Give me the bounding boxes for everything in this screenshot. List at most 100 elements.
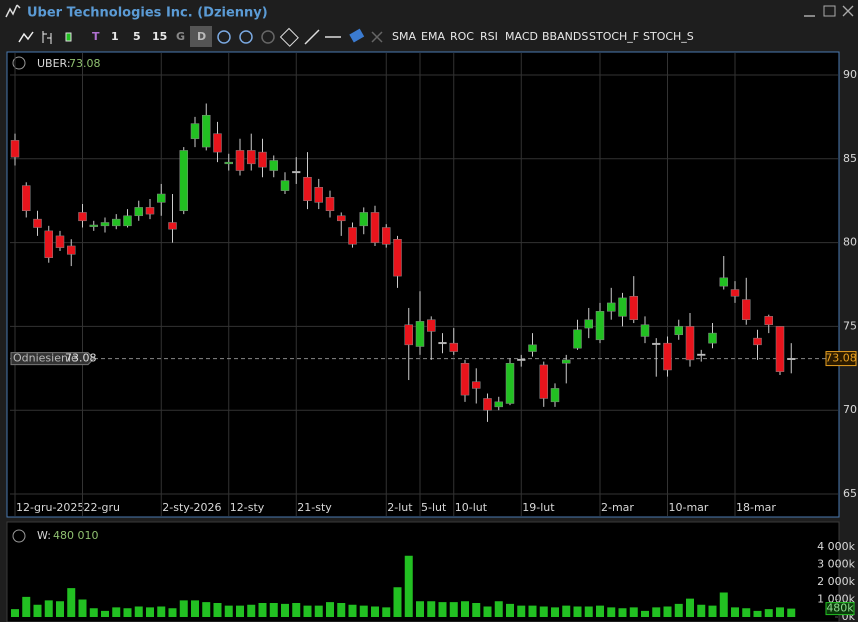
toolbar-button[interactable]: BBANDS xyxy=(542,30,588,43)
toolbar-button[interactable]: ROC xyxy=(450,30,474,43)
candle-body xyxy=(415,321,425,347)
y-tick-label: 65 xyxy=(843,487,857,500)
volume-bar xyxy=(281,603,289,617)
toolbar-button[interactable]: T xyxy=(92,30,100,43)
toolbar-button[interactable]: 1 xyxy=(111,30,119,43)
panel-move-icon[interactable] xyxy=(12,56,26,70)
volume-bar xyxy=(641,610,649,617)
candle-body xyxy=(269,160,278,171)
volume-bar xyxy=(258,603,267,617)
candle-button[interactable] xyxy=(65,32,72,42)
toolbar-button[interactable]: 15 xyxy=(152,30,167,43)
last-volume-label: 480k xyxy=(826,602,854,615)
candle-body xyxy=(494,401,503,408)
x-tick-label: 12-sty xyxy=(230,501,265,514)
candle-body xyxy=(618,297,627,317)
candle-body xyxy=(517,358,526,361)
y-tick-label: 4 000k xyxy=(817,540,855,553)
x-tick-label: 19-lut xyxy=(522,501,555,514)
candle-body xyxy=(629,295,638,320)
d-selected-bg xyxy=(190,26,212,47)
candle-body xyxy=(753,337,762,346)
volume-bar xyxy=(224,605,233,617)
ohlc-button[interactable] xyxy=(42,31,52,44)
eraser-button[interactable] xyxy=(349,28,365,43)
toolbar-button[interactable]: STOCH_S xyxy=(643,30,694,43)
y-tick-label: 85 xyxy=(843,152,857,165)
toolbar-button[interactable]: G xyxy=(176,30,185,43)
candle-body xyxy=(179,150,188,212)
volume-bar xyxy=(382,607,391,617)
candle-body xyxy=(775,326,785,372)
draw-button[interactable] xyxy=(279,27,299,47)
toolbar-button[interactable]: STOCH_F xyxy=(589,30,639,43)
last-volume-box xyxy=(825,602,855,616)
volume-bar xyxy=(517,605,526,617)
candle-body xyxy=(787,357,796,360)
volume-bar xyxy=(202,602,211,617)
candle-body xyxy=(663,342,672,371)
x-tick-label: 10-mar xyxy=(669,501,709,514)
volume-bar xyxy=(596,605,604,617)
x-tick-label: 12-gru-2025 xyxy=(16,501,84,514)
volume-bar xyxy=(528,605,537,617)
toolbar-button[interactable]: D xyxy=(197,30,206,43)
candle-body xyxy=(404,324,413,346)
volume-bar xyxy=(303,605,312,617)
x-tick-label: 10-lut xyxy=(455,501,488,514)
volume-bar xyxy=(269,603,278,617)
toolbar-button[interactable]: RSI xyxy=(480,30,498,43)
candle-body xyxy=(584,319,593,329)
volume-bar xyxy=(742,608,751,617)
price-panel xyxy=(6,51,840,518)
candle-body xyxy=(67,245,76,255)
toolbar-button[interactable]: MACD xyxy=(505,30,538,43)
candle-body xyxy=(78,212,87,222)
reference-value: 73.08 xyxy=(65,352,97,365)
volume-bar xyxy=(483,606,492,617)
volume-bar xyxy=(11,609,19,617)
trendline-button[interactable] xyxy=(304,29,320,45)
candle-body xyxy=(382,227,391,245)
volume-header-value: 480 010 xyxy=(53,529,99,542)
candle-body xyxy=(685,326,695,361)
candle-body xyxy=(89,224,98,227)
volume-bar xyxy=(112,607,121,617)
candle-body xyxy=(742,299,751,320)
candle-body xyxy=(100,222,110,227)
line-chart-button[interactable] xyxy=(18,31,34,43)
candle-body xyxy=(213,133,222,153)
price-header-label: UBER: xyxy=(37,57,71,70)
delete-button[interactable] xyxy=(371,31,383,43)
y-tick-label: 80 xyxy=(843,236,857,249)
volume-bar xyxy=(416,601,424,617)
candle-body xyxy=(528,344,537,352)
volume-bar xyxy=(33,604,42,617)
zoom-out-button[interactable] xyxy=(239,30,253,44)
volume-bar xyxy=(472,603,481,617)
volume-bar xyxy=(449,602,458,617)
volume-bar xyxy=(123,608,132,617)
panel-move-icon[interactable] xyxy=(12,529,26,543)
last-price-box xyxy=(825,351,857,367)
close-button[interactable] xyxy=(842,5,854,17)
volume-bar xyxy=(359,605,368,617)
candle-body xyxy=(134,207,143,217)
volume-bar xyxy=(539,606,548,617)
volume-bar xyxy=(236,605,244,617)
x-tick-label: 5-lut xyxy=(421,501,447,514)
candle-body xyxy=(427,319,436,332)
candle-body xyxy=(708,332,717,344)
y-tick-label: 3 000k xyxy=(817,558,855,571)
reset-button[interactable] xyxy=(261,30,275,44)
toolbar-button[interactable]: 5 xyxy=(133,30,141,43)
volume-bar xyxy=(573,606,582,617)
zoom-in-button[interactable] xyxy=(217,30,231,44)
toolbar-button[interactable]: EMA xyxy=(421,30,445,43)
maximize-button[interactable] xyxy=(823,5,836,17)
candle-body xyxy=(22,185,31,212)
candle-body xyxy=(472,381,481,389)
candle-body xyxy=(595,311,605,341)
toolbar-button[interactable]: SMA xyxy=(392,30,416,43)
y-tick-label: 75 xyxy=(843,319,857,332)
